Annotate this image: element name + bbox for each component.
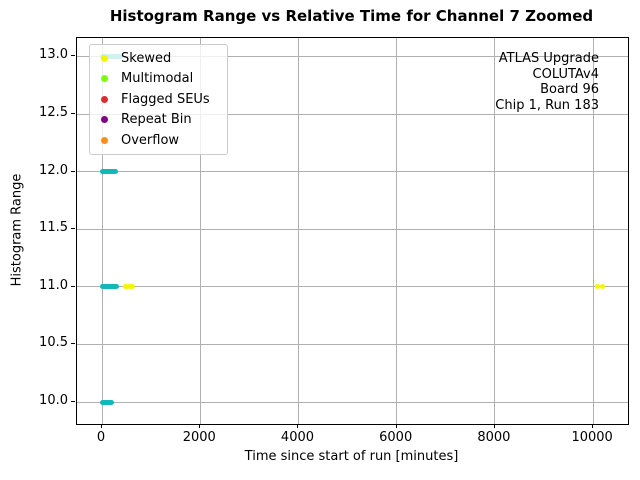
legend-entry-label: Multimodal <box>121 71 194 87</box>
legend-marker-icon <box>101 95 108 103</box>
x-gridline <box>494 38 496 424</box>
legend-entry: Repeat Bin <box>90 110 227 131</box>
legend-marker-icon <box>101 116 108 124</box>
x-tick-mark <box>493 424 495 428</box>
legend-marker-icon <box>101 136 108 144</box>
y-tick-mark <box>71 343 75 345</box>
annotation-line: ATLAS Upgrade <box>498 51 599 66</box>
x-gridline <box>297 38 299 424</box>
data-point-skewed <box>599 284 605 290</box>
x-tick-label: 2000 <box>182 430 216 445</box>
annotation-line: COLUTAv4 <box>532 66 599 82</box>
chart-title: Histogram Range vs Relative Time for Cha… <box>109 7 594 25</box>
x-gridline <box>396 38 398 424</box>
x-tick-label: 6000 <box>379 430 413 445</box>
y-tick-label: 12.5 <box>39 105 68 121</box>
y-tick-mark <box>71 285 75 287</box>
legend-marker-icon <box>101 54 108 62</box>
data-point-normal <box>109 399 115 405</box>
legend-entry-label: Skewed <box>121 50 172 66</box>
x-tick-mark <box>297 424 299 428</box>
legend-entry: Multimodal <box>90 69 227 90</box>
annotation-line: Board 96 <box>540 82 599 97</box>
data-point-skewed <box>594 284 600 290</box>
y-gridline <box>77 228 628 230</box>
data-point-normal <box>114 284 120 290</box>
y-tick-mark <box>71 55 75 57</box>
y-gridline <box>77 343 628 345</box>
legend-entry: Flagged SEUs <box>90 89 227 110</box>
y-axis-label: Histogram Range <box>9 173 25 287</box>
y-tick-mark <box>71 228 75 230</box>
y-gridline <box>77 171 628 173</box>
legend-entry: Overflow <box>90 130 227 151</box>
x-tick-mark <box>101 424 103 428</box>
y-tick-label: 10.0 <box>39 393 68 409</box>
y-gridline <box>77 55 628 57</box>
x-tick-label: 4000 <box>280 430 315 445</box>
legend-entry-label: Overflow <box>121 132 180 148</box>
x-tick-mark <box>592 424 594 428</box>
legend: Skewed Multimodal Flagged SEUs Repeat Bin Ov… <box>89 44 228 155</box>
x-gridline <box>592 38 594 424</box>
data-point-skewed <box>129 284 135 290</box>
x-gridline <box>199 38 201 424</box>
legend-entry-label: Repeat Bin <box>121 112 192 128</box>
x-tick-label: 10000 <box>571 430 613 445</box>
x-tick-mark <box>199 424 201 428</box>
x-tick-label: 8000 <box>477 430 511 445</box>
annotation-line: Chip 1, Run 183 <box>495 97 599 113</box>
annotation-text: ATLAS Upgrade COLUTAv4 Board 96 Chip 1, Run… <box>495 51 599 113</box>
y-tick-mark <box>71 113 75 115</box>
y-tick-label: 10.5 <box>39 335 68 351</box>
y-tick-label: 13.0 <box>39 47 68 63</box>
x-gridline <box>101 38 103 424</box>
y-gridline <box>77 401 628 403</box>
y-tick-label: 12.0 <box>39 162 68 178</box>
x-tick-mark <box>395 424 397 428</box>
y-tick-label: 11.5 <box>39 220 68 236</box>
legend-entry: Skewed <box>90 48 227 69</box>
x-tick-label: 0 <box>96 430 106 445</box>
y-tick-mark <box>71 401 75 403</box>
legend-marker-icon <box>101 75 108 83</box>
legend-entry-label: Flagged SEUs <box>121 91 210 107</box>
plot-area: Skewed Multimodal Flagged SEUs Repeat Bin Ov… <box>76 37 629 425</box>
y-tick-label: 11.0 <box>39 277 68 293</box>
y-tick-mark <box>71 170 75 172</box>
y-gridline <box>77 113 628 115</box>
x-axis-label: Time since start of run [minutes] <box>244 449 459 464</box>
y-gridline <box>77 286 628 288</box>
data-point-normal <box>113 169 119 175</box>
